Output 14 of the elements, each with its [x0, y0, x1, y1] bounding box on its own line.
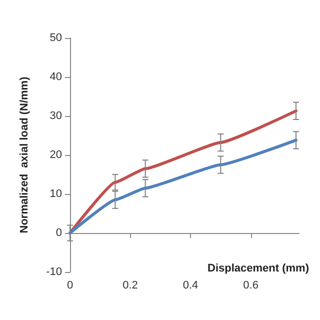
y-tick-label: 40 — [50, 71, 62, 83]
x-tick-label: 0.2 — [122, 280, 138, 292]
line-series — [68, 138, 298, 234]
y-tick-label: 10 — [50, 188, 62, 200]
x-tick-label: 0.4 — [182, 280, 198, 292]
y-tick-label: 30 — [50, 110, 62, 122]
x-tick-label: 0.6 — [243, 280, 258, 292]
y-axis-title: Normalized axial load (N/mm) — [18, 76, 30, 234]
x-tick-label: 0 — [66, 280, 74, 292]
y-tick-label: -10 — [46, 266, 62, 278]
y-tick-label: 20 — [50, 149, 62, 161]
y-tick-label: 50 — [50, 32, 62, 44]
y-tick-label: 0 — [56, 227, 62, 239]
x-axis-title: Displacement (mm) — [208, 262, 310, 274]
